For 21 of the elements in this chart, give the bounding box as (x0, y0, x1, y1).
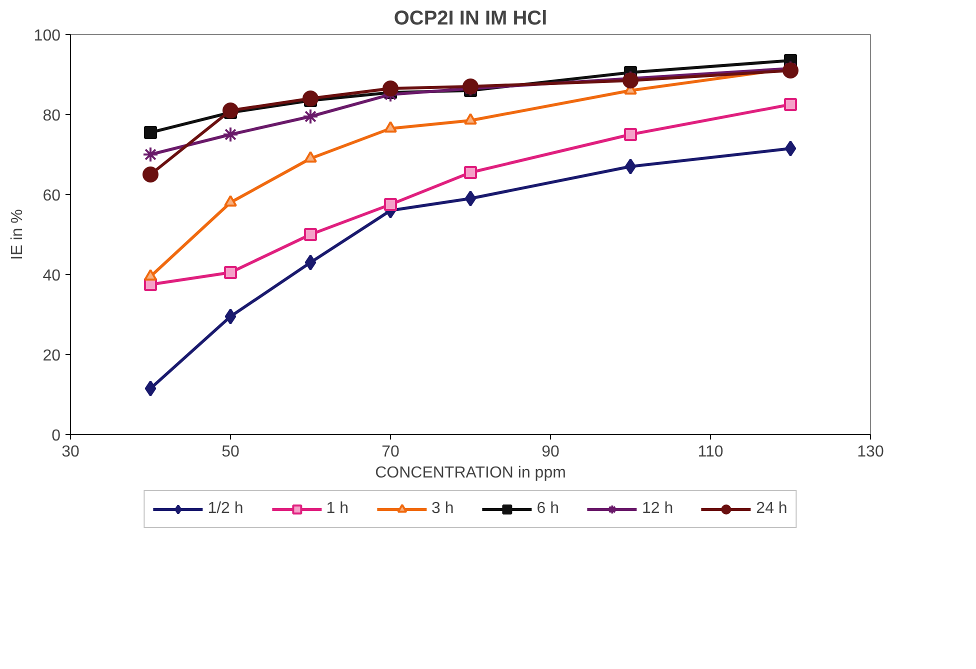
y-tick-label: 80 (42, 108, 61, 124)
x-tick-label: 110 (698, 444, 724, 460)
legend-label: 3 h (432, 499, 454, 519)
chart-title: OCP2I IN IM HCl (394, 8, 548, 30)
legend-label: 1/2 h (208, 499, 244, 519)
legend-label: 6 h (536, 499, 560, 519)
x-tick-label: 90 (542, 444, 560, 460)
y-tick-label: 100 (34, 28, 61, 44)
x-tick-label: 70 (382, 444, 400, 460)
legend-label: 12 h (642, 499, 674, 519)
legend-label: 24 h (756, 499, 788, 519)
x-tick-label: 30 (62, 444, 80, 460)
x-tick-label: 50 (222, 444, 240, 460)
y-axis-title: IE in % (8, 209, 26, 260)
legend-label: 1 h (326, 499, 349, 519)
y-tick-label: 40 (42, 268, 61, 284)
x-tick-label: 130 (857, 444, 884, 460)
x-axis-title: CONCENTRATION in ppm (375, 464, 566, 482)
y-tick-label: 0 (52, 428, 61, 444)
y-tick-label: 60 (42, 188, 61, 204)
y-tick-label: 20 (42, 348, 61, 364)
